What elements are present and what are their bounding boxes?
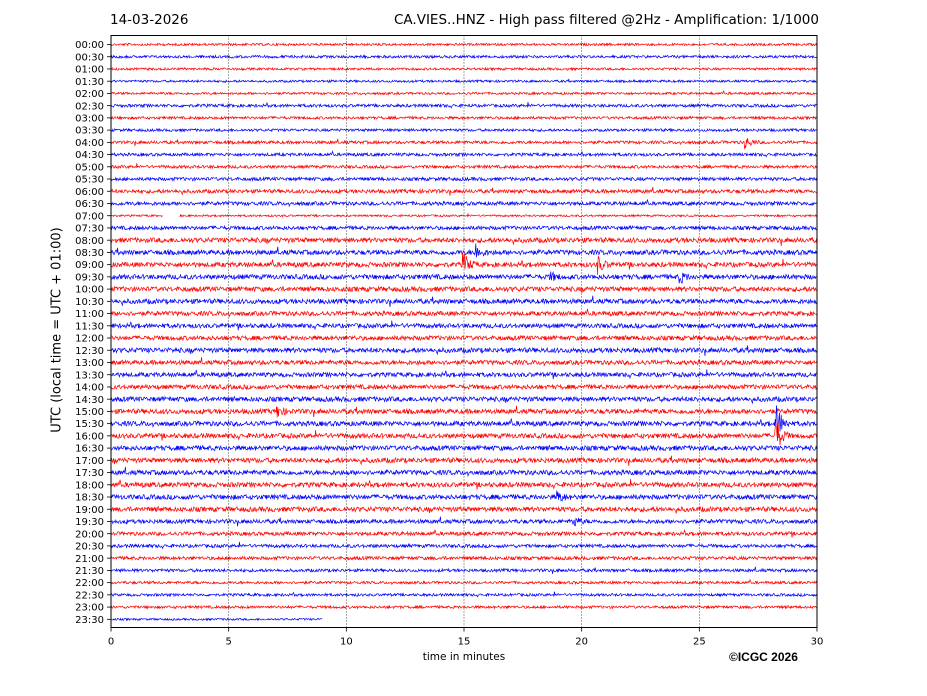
row-tick-label: 14:30 xyxy=(75,395,104,406)
row-tick-label: 00:30 xyxy=(75,52,104,63)
trace-1700 xyxy=(110,455,817,467)
row-tick-label: 04:30 xyxy=(75,150,104,161)
row-tick-label: 16:00 xyxy=(75,431,104,442)
x-axis-label: time in minutes xyxy=(422,651,506,663)
row-tick-label: 17:00 xyxy=(75,456,104,467)
copyright-notice: ©ICGC 2026 xyxy=(729,650,798,664)
row-tick-label: 17:30 xyxy=(75,468,104,479)
trace-2300 xyxy=(110,604,817,610)
trace-1730 xyxy=(110,466,817,478)
row-tick-label: 20:00 xyxy=(75,529,104,540)
x-tick-label: 25 xyxy=(693,637,706,648)
row-tick-label: 01:30 xyxy=(75,77,104,88)
trace-0030 xyxy=(110,54,817,60)
plot-frame xyxy=(110,35,818,628)
row-tick-label: 13:30 xyxy=(75,370,104,381)
row-tick-label: 08:30 xyxy=(75,248,104,259)
row-tick-label: 21:30 xyxy=(75,566,104,577)
row-tick-label: 15:30 xyxy=(75,419,104,430)
row-tick-label: 13:00 xyxy=(75,358,104,369)
trace-2330 xyxy=(110,617,323,622)
row-tick-label: 20:30 xyxy=(75,542,104,553)
trace-0130 xyxy=(110,78,817,84)
trace-0830 xyxy=(110,243,817,258)
row-tick-label: 11:30 xyxy=(75,321,104,332)
row-tick-label: 14:00 xyxy=(75,383,104,394)
x-tick-label: 5 xyxy=(225,637,231,648)
row-tick-label: 01:00 xyxy=(75,65,104,76)
trace-0600 xyxy=(110,186,817,196)
row-tick-label: 02:00 xyxy=(75,89,104,100)
trace-1330 xyxy=(110,369,817,380)
x-tick-label: 0 xyxy=(108,637,114,648)
row-tick-label: 19:00 xyxy=(75,505,104,516)
row-tick-label: 03:00 xyxy=(75,113,104,124)
chart-title: CA.VIES..HNZ - High pass filtered @2Hz -… xyxy=(394,12,819,28)
row-tick-label: 22:00 xyxy=(75,578,104,589)
row-tick-label: 03:30 xyxy=(75,126,104,137)
y-axis-label: UTC (local time = UTC + 01:00) xyxy=(49,227,65,433)
row-tick-label: 12:00 xyxy=(75,334,104,345)
x-tick-layer: 0 5 10 15 20 25 30 xyxy=(108,627,824,648)
row-tick-label: 18:00 xyxy=(75,480,104,491)
row-tick-label: 06:00 xyxy=(75,187,104,198)
row-tick-label: 22:30 xyxy=(75,590,104,601)
row-tick-label: 10:30 xyxy=(75,297,104,308)
x-tick-label: 15 xyxy=(458,637,471,648)
trace-0330 xyxy=(110,127,817,133)
trace-1500 xyxy=(110,405,817,418)
row-tick-label: 09:00 xyxy=(75,260,104,271)
row-tick-label: 05:00 xyxy=(75,162,104,173)
row-tick-label: 19:30 xyxy=(75,517,104,528)
row-tick-label: 11:00 xyxy=(75,309,104,320)
x-tick-label: 30 xyxy=(811,637,824,648)
trace-2000 xyxy=(110,529,817,538)
trace-1130 xyxy=(110,320,817,331)
row-tick-label: 07:30 xyxy=(75,224,104,235)
row-tick-label: 05:30 xyxy=(75,175,104,186)
x-tick-label: 10 xyxy=(340,637,353,648)
row-tick-label: 16:30 xyxy=(75,444,104,455)
trace-1300 xyxy=(110,357,817,367)
date-label: 14-03-2026 xyxy=(110,12,189,28)
trace-2030 xyxy=(110,541,817,550)
row-tick-label: 06:30 xyxy=(75,199,104,210)
trace-1930 xyxy=(110,516,817,527)
row-tick-label: 10:00 xyxy=(75,285,104,296)
row-tick-label: 18:30 xyxy=(75,493,104,504)
row-tick-label: 23:00 xyxy=(75,603,104,614)
row-tick-label: 04:00 xyxy=(75,138,104,149)
trace-1000 xyxy=(110,285,817,294)
x-tick-label: 20 xyxy=(575,637,588,648)
row-tick-label: 00:00 xyxy=(75,40,104,51)
row-tick-label: 23:30 xyxy=(75,615,104,626)
row-tick-label: 21:00 xyxy=(75,554,104,565)
row-tick-label: 02:30 xyxy=(75,101,104,112)
trace-1800 xyxy=(110,478,817,490)
trace-0630 xyxy=(110,199,817,208)
trace-0700 xyxy=(110,213,817,218)
trace-0800 xyxy=(110,236,817,246)
row-tick-label: 08:00 xyxy=(75,236,104,247)
row-tick-label: 09:30 xyxy=(75,272,104,283)
row-tick-label: 12:30 xyxy=(75,346,104,357)
row-tick-label: 15:00 xyxy=(75,407,104,418)
gridline-layer xyxy=(228,35,700,628)
row-tick-label: 07:00 xyxy=(75,211,104,222)
